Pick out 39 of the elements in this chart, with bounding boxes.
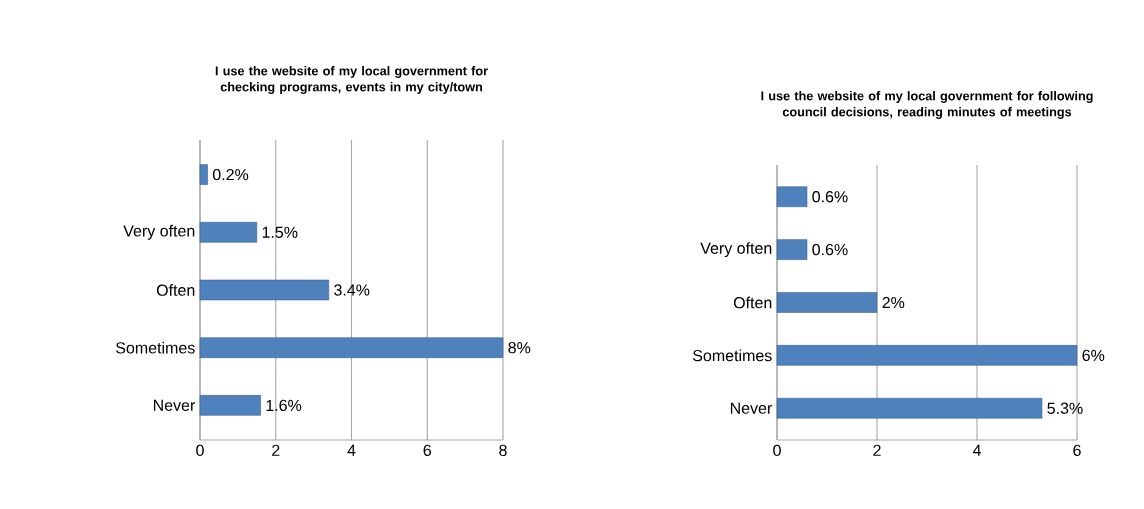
x-tick-label: 2 — [873, 444, 881, 456]
y-tick-label: Never — [153, 399, 196, 411]
y-tick-label: Very often — [700, 242, 772, 258]
y-tick-label: Sometimes — [693, 349, 772, 362]
x-tick-label: 2 — [272, 444, 280, 456]
chart-title: I use the website of my local government for following council decisions, reading minutes of meetings — [761, 91, 1093, 119]
data-label: 0.6% — [812, 243, 848, 256]
data-label: 1.6% — [266, 399, 302, 412]
bar — [199, 164, 208, 185]
bar — [199, 279, 330, 301]
data-label: 0.2% — [212, 168, 249, 181]
data-label: 6% — [1082, 349, 1105, 362]
x-tick-label: 0 — [773, 444, 781, 457]
chart-title: I use the website of my local government for checking programs, events in my city/town — [215, 66, 488, 94]
x-tick-label: 8 — [499, 444, 507, 457]
data-label: 2% — [882, 296, 905, 309]
y-tick-label: Very often — [123, 224, 195, 240]
y-tick-label: Never — [730, 402, 773, 414]
y-tick-label: Often — [733, 296, 772, 309]
x-tick-label: 4 — [347, 444, 356, 456]
y-tick-label: Often — [156, 284, 195, 296]
bar — [776, 397, 1043, 419]
data-label: 3.4% — [334, 284, 370, 296]
bar — [199, 395, 261, 416]
x-tick-label: 6 — [1073, 444, 1081, 457]
bar — [776, 186, 808, 207]
data-label: 0.6% — [812, 191, 848, 203]
data-label: 1.5% — [262, 226, 298, 238]
bar — [199, 222, 258, 243]
bar — [776, 292, 878, 313]
bar — [776, 345, 1078, 366]
y-tick-label: Sometimes — [116, 341, 195, 354]
bar — [199, 337, 504, 358]
bar — [776, 239, 808, 260]
x-tick-label: 0 — [196, 444, 204, 457]
x-tick-label: 6 — [423, 444, 432, 457]
x-tick-label: 4 — [972, 444, 981, 456]
data-label: 5.3% — [1047, 402, 1083, 414]
data-label: 8% — [508, 342, 531, 354]
